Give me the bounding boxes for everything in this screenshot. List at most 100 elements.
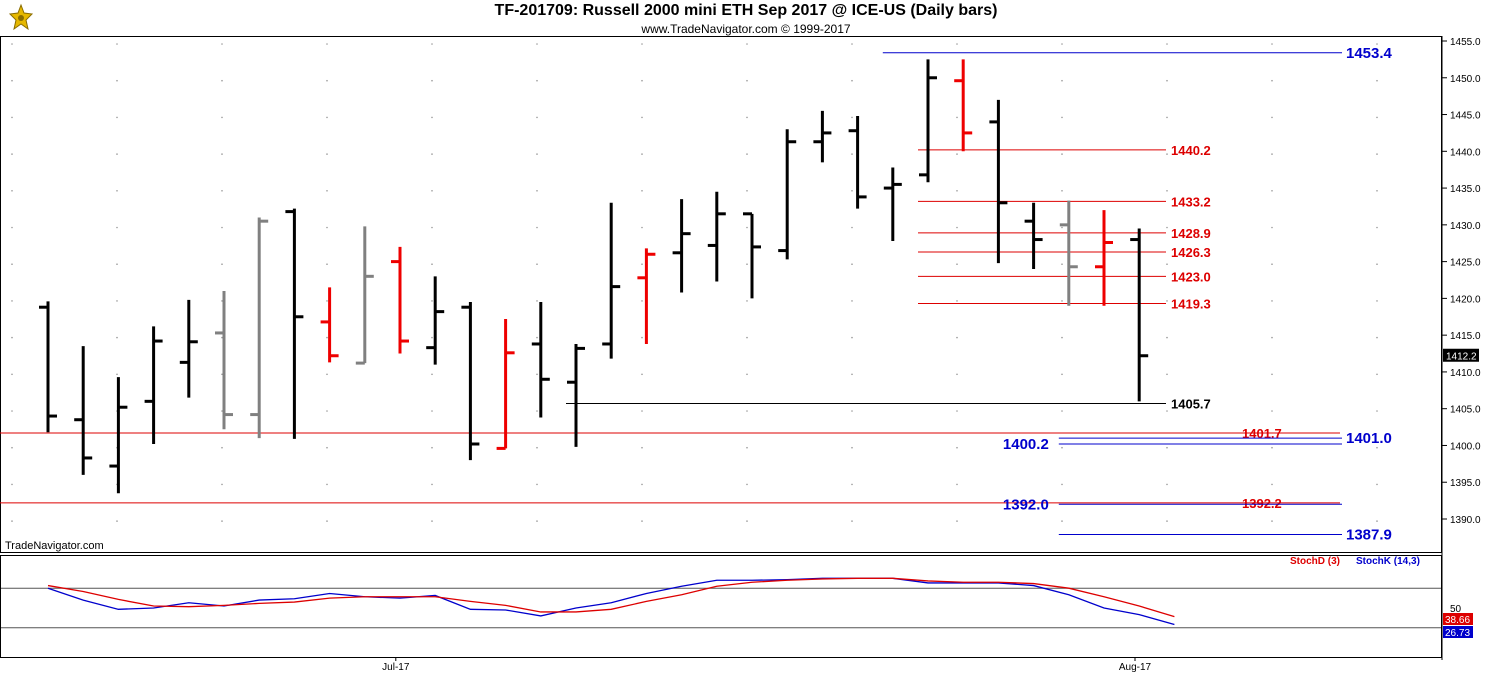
chart-subtitle: www.TradeNavigator.com © 1999-2017: [641, 22, 851, 36]
y-tick-label: 1395.0: [1450, 478, 1481, 489]
grid-dot: [116, 190, 118, 192]
grid-dot: [431, 79, 433, 82]
stoch-tick-label: 50: [1450, 604, 1462, 615]
grid-dot: [1376, 483, 1378, 486]
grid-dot: [536, 79, 538, 82]
grid-dot: [851, 190, 853, 192]
grid-dot: [1166, 373, 1168, 376]
grid-dot: [1376, 446, 1378, 449]
grid-dot: [956, 43, 958, 45]
grid-dot: [221, 116, 223, 119]
grid-dot: [1271, 373, 1273, 376]
grid-dot: [431, 300, 433, 302]
grid-dot: [116, 153, 118, 155]
grid-dot: [851, 153, 853, 155]
grid-dot: [1061, 226, 1063, 229]
grid-dot: [851, 410, 853, 412]
x-tick-label: Jul-17: [382, 662, 410, 673]
grid-dot: [641, 263, 643, 266]
grid-dot: [536, 190, 538, 192]
level-label: 1392.2: [1242, 496, 1282, 511]
grid-dot: [1061, 483, 1063, 486]
stoch-line-k: [47, 577, 1175, 626]
grid-dot: [641, 483, 643, 486]
grid-dot: [536, 300, 538, 302]
grid-dot: [1166, 410, 1168, 412]
stoch-legend-item: StochK (14,3): [1356, 556, 1420, 567]
grid-dot: [641, 116, 643, 119]
grid-dot: [1061, 300, 1063, 302]
grid-dot: [11, 263, 13, 266]
grid-dot: [221, 79, 223, 82]
grid-dot: [1376, 300, 1378, 302]
grid-dot: [1271, 446, 1273, 449]
grid-dot: [11, 373, 13, 376]
x-tick-label: Aug-17: [1119, 662, 1152, 673]
y-tick-label: 1405.0: [1450, 405, 1481, 416]
chart-title: TF-201709: Russell 2000 mini ETH Sep 201…: [494, 2, 998, 19]
level-label: 1423.0: [1171, 269, 1211, 284]
grid-dot: [956, 300, 958, 302]
grid-dot: [536, 263, 538, 266]
grid-dot: [746, 226, 748, 229]
grid-dot: [1376, 190, 1378, 192]
grid-dot: [11, 116, 13, 119]
grid-dot: [851, 483, 853, 486]
grid-dot: [1061, 79, 1063, 82]
grid-dot: [1166, 483, 1168, 486]
level-label: 1428.9: [1171, 226, 1211, 241]
last-price-badge: [1443, 348, 1479, 362]
grid-dot: [1061, 373, 1063, 376]
grid-dot: [1271, 520, 1273, 522]
grid-dot: [641, 79, 643, 82]
grid-dot: [326, 153, 328, 155]
tradenavigator-logo-icon: [8, 3, 34, 31]
grid-dot: [536, 410, 538, 412]
grid-dot: [851, 43, 853, 45]
grid-dot: [11, 43, 13, 45]
level-label: 1400.2: [1003, 436, 1049, 453]
grid-dot: [116, 336, 118, 339]
grid-dot: [221, 520, 223, 522]
grid-dot: [11, 483, 13, 486]
y-tick-label: 1425.0: [1450, 258, 1481, 269]
grid-dot: [221, 446, 223, 449]
level-label: 1401.7: [1242, 426, 1282, 441]
grid-dot: [851, 446, 853, 449]
grid-dot: [221, 410, 223, 412]
grid-dot: [11, 190, 13, 192]
grid-dot: [1271, 410, 1273, 412]
grid-dot: [851, 263, 853, 266]
grid-dot: [956, 446, 958, 449]
grid-dot: [851, 116, 853, 119]
grid-dot: [746, 410, 748, 412]
grid-dot: [1376, 226, 1378, 229]
grid-dot: [431, 483, 433, 486]
grid-dot: [11, 79, 13, 82]
stoch-line-d: [47, 577, 1175, 618]
grid-dot: [1166, 520, 1168, 522]
grid-dot: [1271, 190, 1273, 192]
grid-dot: [221, 153, 223, 155]
grid-dot: [1376, 263, 1378, 266]
y-tick-label: 1420.0: [1450, 294, 1481, 305]
grid-dot: [641, 373, 643, 376]
y-tick-label: 1440.0: [1450, 147, 1481, 158]
grid-dot: [956, 410, 958, 412]
grid-dot: [1061, 153, 1063, 155]
grid-dot: [746, 43, 748, 45]
last-price-label: 1412.2: [1446, 352, 1477, 363]
grid-dot: [1061, 410, 1063, 412]
stoch-panel-frame: [0, 555, 1442, 658]
grid-dot: [746, 79, 748, 82]
grid-dot: [956, 483, 958, 486]
level-label: 1433.2: [1171, 194, 1211, 209]
grid-dot: [536, 116, 538, 119]
grid-dot: [221, 373, 223, 376]
watermark-text: TradeNavigator.com: [5, 540, 104, 552]
ohlc-bars: [39, 59, 1149, 494]
grid-dot: [221, 263, 223, 266]
grid-dot: [1061, 43, 1063, 45]
grid-dot: [11, 336, 13, 339]
level-label: 1453.4: [1346, 45, 1393, 62]
